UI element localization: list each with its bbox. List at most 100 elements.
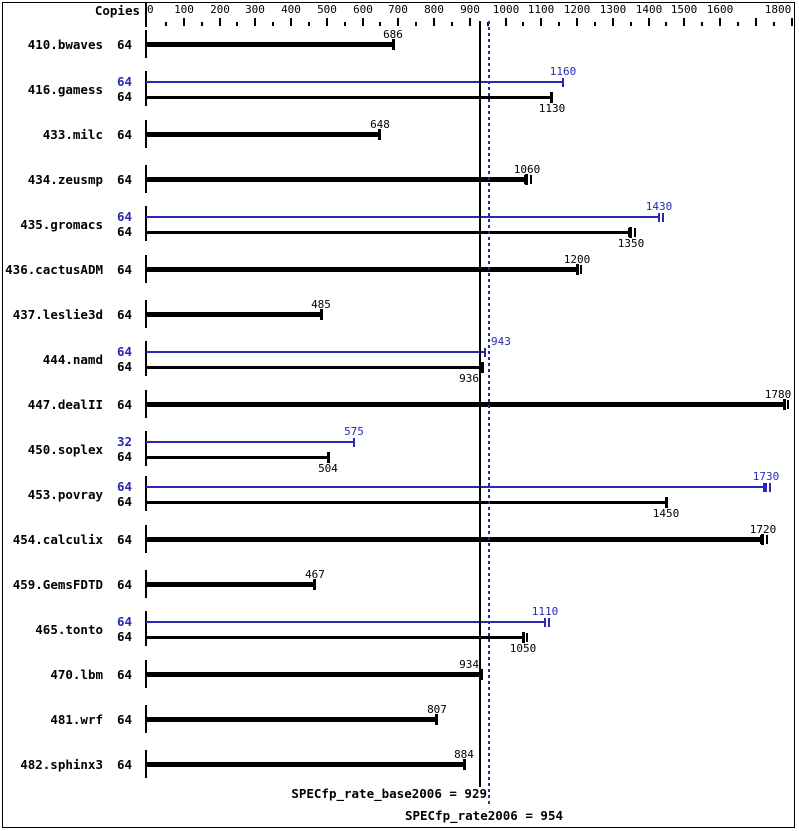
copies-value: 64 xyxy=(116,757,132,772)
axis-major-tick xyxy=(397,18,399,26)
bar-end-tick xyxy=(658,213,660,222)
axis-minor-tick xyxy=(308,22,310,26)
bar-end-tick xyxy=(313,579,316,590)
value-label: 1780 xyxy=(764,388,792,401)
axis-major-tick xyxy=(755,18,757,26)
base-bar xyxy=(146,42,393,47)
bar-run-tick xyxy=(580,265,582,274)
base-bar xyxy=(146,402,784,407)
reference-line-base xyxy=(479,21,481,787)
copies-value: 64 xyxy=(116,577,132,592)
bar-end-tick xyxy=(320,309,323,320)
copies-value: 64 xyxy=(116,712,132,727)
bar-end-tick xyxy=(522,632,525,643)
base-bar xyxy=(146,672,482,677)
bar-end-tick xyxy=(392,39,395,50)
base-bar xyxy=(146,582,315,587)
value-label: 1130 xyxy=(538,102,566,115)
base-bar xyxy=(146,501,666,504)
copies-value: 64 xyxy=(116,494,132,509)
value-label: 648 xyxy=(370,118,390,131)
benchmark-label: 465.tonto xyxy=(35,622,103,637)
axis-minor-tick xyxy=(165,22,167,26)
value-label: 884 xyxy=(454,748,474,761)
bar-end-tick xyxy=(525,174,528,185)
peak-bar xyxy=(146,216,659,218)
bar-end-tick xyxy=(481,362,484,373)
axis-major-tick xyxy=(362,18,364,26)
copies-value: 64 xyxy=(116,359,132,374)
copies-value: 64 xyxy=(116,307,132,322)
axis-zero-line xyxy=(145,2,147,27)
value-label: 485 xyxy=(311,298,331,311)
value-label: 504 xyxy=(318,462,338,475)
base-bar xyxy=(146,717,437,722)
bar-run-tick xyxy=(634,228,636,237)
value-label: 467 xyxy=(305,568,325,581)
axis-minor-tick xyxy=(701,22,703,26)
bar-end-tick xyxy=(562,78,564,87)
axis-major-tick xyxy=(791,18,793,26)
copies-value: 64 xyxy=(116,127,132,142)
axis-tick-label: 200 xyxy=(210,3,230,16)
value-label: 1110 xyxy=(531,605,559,618)
axis-tick-label: 700 xyxy=(388,3,408,16)
peak-bar xyxy=(146,621,545,623)
bar-run-tick xyxy=(766,535,768,544)
axis-minor-tick xyxy=(415,22,417,26)
axis-tick-label: 1400 xyxy=(635,3,663,16)
bar-end-tick xyxy=(435,714,438,725)
axis-tick-label: 800 xyxy=(424,3,444,16)
benchmark-label: 481.wrf xyxy=(50,712,103,727)
benchmark-label: 470.lbm xyxy=(50,667,103,682)
bar-run-tick xyxy=(548,618,550,627)
bar-end-tick xyxy=(353,438,355,447)
axis-tick-label: 1600 xyxy=(706,3,734,16)
axis-major-tick xyxy=(469,18,471,26)
row-axis-line xyxy=(145,476,147,511)
bar-run-tick xyxy=(769,483,771,492)
bar-end-tick xyxy=(550,92,553,103)
axis-tick-label: 1300 xyxy=(599,3,627,16)
axis-major-tick xyxy=(433,18,435,26)
benchmark-label: 435.gromacs xyxy=(20,217,103,232)
axis-major-tick xyxy=(290,18,292,26)
peak-bar xyxy=(146,351,485,353)
axis-major-tick xyxy=(326,18,328,26)
bar-end-tick xyxy=(480,669,483,680)
value-label: 1730 xyxy=(752,470,780,483)
row-axis-line xyxy=(145,611,147,646)
base-bar xyxy=(146,177,527,182)
axis-minor-tick xyxy=(522,22,524,26)
bar-run-tick xyxy=(628,228,630,237)
copies-value: 64 xyxy=(116,262,132,277)
footer-base-score: SPECfp_rate_base2006 = 929 xyxy=(291,786,487,801)
copies-value: 64 xyxy=(116,479,132,494)
bar-run-tick xyxy=(760,535,762,544)
axis-tick-label: 0 xyxy=(147,3,154,16)
base-bar xyxy=(146,312,321,317)
copies-value: 64 xyxy=(116,449,132,464)
bar-end-tick xyxy=(484,348,486,357)
value-label: 1720 xyxy=(749,523,777,536)
benchmark-label: 454.calculix xyxy=(12,532,103,547)
bar-run-tick xyxy=(763,483,765,492)
value-label: 936 xyxy=(459,372,479,385)
value-label: 575 xyxy=(344,425,364,438)
value-label: 943 xyxy=(491,335,511,348)
axis-major-tick xyxy=(576,18,578,26)
axis-minor-tick xyxy=(594,22,596,26)
benchmark-label: 433.milc xyxy=(42,127,103,142)
bar-run-tick xyxy=(524,175,526,184)
value-label: 1430 xyxy=(645,200,673,213)
axis-tick-label: 1200 xyxy=(563,3,591,16)
copies-value: 64 xyxy=(116,397,132,412)
axis-major-tick xyxy=(183,18,185,26)
benchmark-label: 410.bwaves xyxy=(27,37,103,52)
value-label: 1060 xyxy=(513,163,541,176)
axis-tick-label: 500 xyxy=(317,3,337,16)
value-label: 1350 xyxy=(617,237,645,250)
axis-major-tick xyxy=(505,18,507,26)
axis-tick-label: 1800 xyxy=(764,3,792,16)
